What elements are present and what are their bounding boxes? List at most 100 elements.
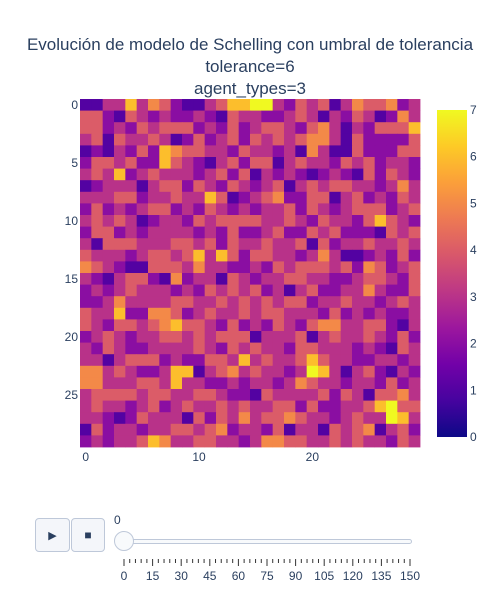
heatmap-cell: [204, 249, 217, 262]
heatmap-cell: [216, 423, 228, 436]
heatmap-cell: [250, 365, 262, 378]
heatmap-cell: [159, 319, 172, 332]
play-icon: ▶: [48, 529, 57, 542]
heatmap-cell: [408, 122, 421, 135]
heatmap-cell: [238, 412, 251, 425]
heatmap-cell: [261, 157, 274, 169]
heatmap-cell: [182, 377, 194, 390]
heatmap-cell: [329, 423, 342, 436]
heatmap-cell: [272, 377, 285, 390]
heatmap-cell: [227, 133, 240, 146]
heatmap-cell: [136, 389, 149, 401]
heatmap-cell: [238, 226, 251, 239]
heatmap-cell: [363, 423, 376, 436]
heatmap-cell: [386, 238, 398, 251]
y-tick-label: 5: [71, 156, 78, 170]
heatmap-cell: [374, 122, 387, 135]
heatmap-cell: [386, 284, 398, 297]
heatmap-cell: [318, 110, 330, 123]
heatmap-cell: [227, 273, 240, 285]
heatmap-cell: [329, 133, 342, 146]
heatmap-cell: [284, 331, 296, 343]
heatmap-cell: [170, 273, 183, 285]
heatmap-cell: [261, 389, 274, 401]
heatmap-cell: [374, 180, 387, 193]
heatmap-cell: [114, 168, 126, 181]
heatmap-cell: [340, 133, 353, 146]
heatmap-cell: [136, 261, 149, 274]
heatmap-cell: [295, 99, 308, 111]
heatmap-cell: [397, 400, 410, 413]
heatmap-cell: [261, 168, 274, 181]
heatmap-cell: [272, 354, 285, 367]
heatmap-cell: [216, 296, 228, 309]
heatmap-cell: [114, 296, 126, 309]
heatmap-cell: [102, 99, 115, 111]
heatmap-cell: [136, 400, 149, 413]
heatmap-cell: [80, 307, 92, 320]
heatmap-cell: [170, 296, 183, 309]
heatmap-cell: [80, 203, 92, 216]
stop-button[interactable]: ■: [71, 518, 105, 552]
heatmap-cell: [204, 389, 217, 401]
heatmap-cell: [306, 412, 319, 425]
heatmap-cell: [159, 331, 172, 343]
heatmap-cell: [374, 191, 387, 204]
slider-handle[interactable]: [114, 531, 134, 551]
heatmap-cell: [363, 110, 376, 123]
heatmap-cell: [159, 296, 172, 309]
heatmap-cell: [136, 191, 149, 204]
heatmap-cell: [182, 215, 194, 227]
heatmap-cell: [114, 307, 126, 320]
heatmap-cell: [374, 412, 387, 425]
heatmap-cell: [250, 145, 262, 158]
heatmap-cell: [397, 423, 410, 436]
heatmap-cell: [91, 307, 104, 320]
heatmap-cell: [193, 435, 206, 448]
heatmap-cell: [238, 238, 251, 251]
heatmap-cell: [170, 203, 183, 216]
heatmap-cell: [250, 273, 262, 285]
heatmap-cell: [261, 307, 274, 320]
heatmap-cell: [91, 296, 104, 309]
heatmap-cell: [397, 133, 410, 146]
heatmap-cell: [91, 342, 104, 355]
heatmap-cell: [136, 331, 149, 343]
heatmap-cell: [80, 284, 92, 297]
heatmap-cell: [306, 307, 319, 320]
heatmap-cell: [363, 145, 376, 158]
heatmap-cell: [374, 365, 387, 378]
heatmap-cell: [80, 261, 92, 274]
heatmap-cell: [306, 99, 319, 111]
colorbar-tick-label: 4: [470, 243, 477, 257]
heatmap-cell: [80, 412, 92, 425]
play-button[interactable]: ▶: [35, 518, 70, 552]
heatmap-cell: [227, 226, 240, 239]
heatmap-cell: [397, 319, 410, 332]
heatmap-cell: [284, 284, 296, 297]
heatmap-cell: [125, 284, 138, 297]
heatmap-cell: [272, 226, 285, 239]
heatmap-cell: [204, 157, 217, 169]
slider-rail[interactable]: [124, 539, 412, 544]
heatmap-cell: [227, 238, 240, 251]
heatmap-cell: [284, 157, 296, 169]
heatmap-cell: [238, 249, 251, 262]
heatmap-cell: [272, 99, 285, 111]
heatmap-cell: [408, 400, 421, 413]
heatmap-cell: [340, 238, 353, 251]
heatmap-cell: [408, 284, 421, 297]
heatmap-cell: [204, 99, 217, 111]
heatmap-cell: [125, 296, 138, 309]
heatmap-cell: [352, 133, 364, 146]
heatmap-cell: [284, 133, 296, 146]
heatmap-cell: [182, 157, 194, 169]
heatmap-cell: [397, 284, 410, 297]
heatmap-cell: [340, 203, 353, 216]
heatmap-cell: [340, 412, 353, 425]
heatmap-cell: [204, 400, 217, 413]
heatmap-cell: [272, 389, 285, 401]
heatmap-cell: [352, 389, 364, 401]
heatmap-cell: [397, 307, 410, 320]
